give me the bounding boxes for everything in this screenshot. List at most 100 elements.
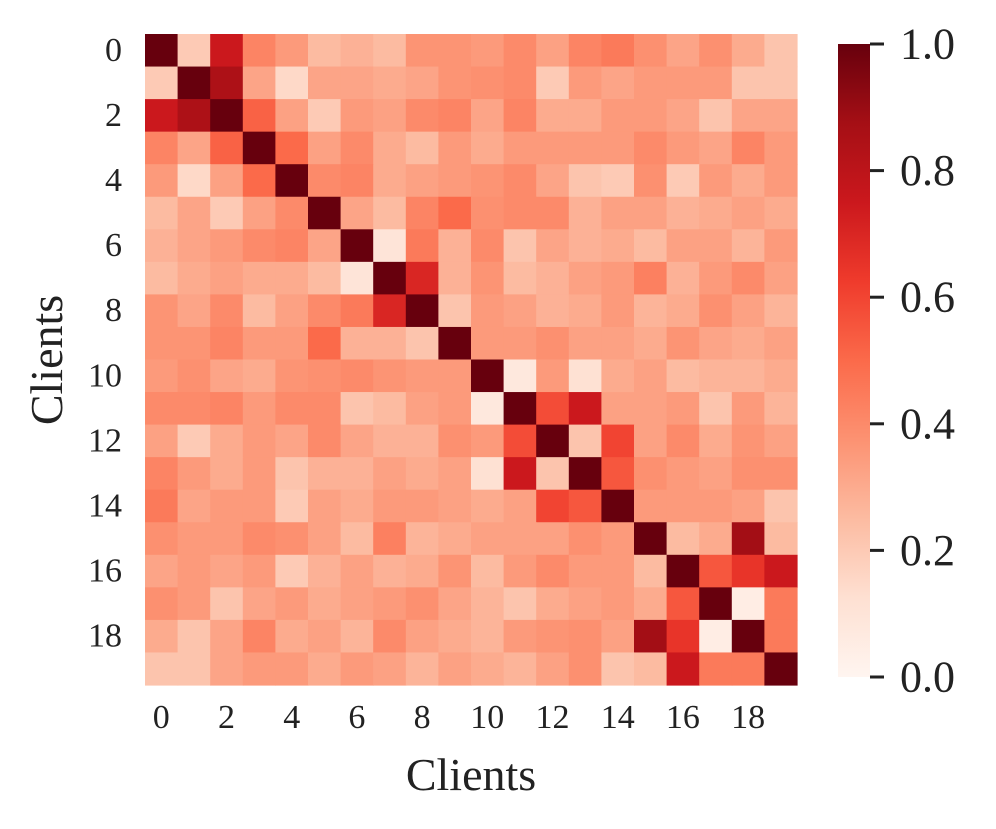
- heatmap-cell: [177, 554, 211, 588]
- heatmap-cell: [731, 294, 765, 328]
- heatmap-cell: [568, 294, 602, 328]
- heatmap-cell: [699, 294, 733, 328]
- heatmap-cell: [405, 359, 439, 393]
- heatmap-cell: [275, 294, 309, 328]
- heatmap-cell: [210, 392, 244, 426]
- heatmap-cell: [666, 554, 700, 588]
- heatmap-cell: [145, 652, 179, 686]
- heatmap-cell: [503, 619, 537, 654]
- heatmap-cell: [764, 522, 798, 556]
- heatmap-cell: [666, 261, 700, 295]
- heatmap-cell: [536, 457, 570, 491]
- heatmap-cell: [699, 554, 733, 588]
- colorbar-tick-label: 1.0: [900, 20, 955, 69]
- x-tick-labels: 0 2 4 6 8 10 12 14 16 18: [153, 699, 765, 736]
- heatmap-cell: [601, 34, 635, 68]
- heatmap-cell: [210, 196, 244, 230]
- heatmap-cell: [145, 229, 179, 263]
- heatmap-cell: [340, 326, 374, 361]
- heatmap-cell: [373, 326, 407, 361]
- x-tick-label: 8: [414, 699, 431, 736]
- heatmap-cell: [731, 66, 765, 100]
- heatmap-cell: [634, 294, 668, 328]
- heatmap-cell: [275, 522, 309, 556]
- colorbar-tick-label: 0.2: [900, 526, 955, 575]
- heatmap-cell: [210, 359, 244, 393]
- heatmap-cell: [373, 554, 407, 588]
- heatmap-cell: [177, 457, 211, 491]
- heatmap-cell: [438, 196, 472, 230]
- heatmap-cell: [340, 652, 374, 686]
- heatmap-cell: [405, 392, 439, 426]
- heatmap-cell: [699, 392, 733, 426]
- heatmap-cell: [601, 587, 635, 621]
- heatmap-cell: [503, 261, 537, 295]
- heatmap-cell: [536, 34, 570, 68]
- heatmap-cell: [177, 489, 211, 523]
- heatmap-cell: [405, 424, 439, 458]
- heatmap-cell: [242, 294, 276, 328]
- heatmap-cell: [634, 457, 668, 491]
- heatmap-cell: [340, 392, 374, 426]
- heatmap-cell: [699, 99, 733, 133]
- heatmap-cell: [177, 392, 211, 426]
- heatmap-cell: [373, 261, 407, 295]
- heatmap-cell: [177, 164, 211, 198]
- heatmap-cell: [242, 99, 276, 133]
- colorbar-tick-label: 0.8: [900, 146, 955, 195]
- heatmap-cell: [145, 522, 179, 556]
- heatmap-cell: [471, 326, 505, 361]
- heatmap-cell: [405, 619, 439, 654]
- heatmap-cell: [634, 522, 668, 556]
- heatmap-cell: [145, 66, 179, 100]
- heatmap-cell: [731, 652, 765, 686]
- heatmap-cell: [438, 652, 472, 686]
- heatmap-cell: [699, 359, 733, 393]
- heatmap-cell: [373, 652, 407, 686]
- y-tick-label: 16: [88, 553, 122, 590]
- heatmap-cell: [405, 652, 439, 686]
- heatmap-cell: [308, 457, 342, 491]
- heatmap-cell: [634, 359, 668, 393]
- heatmap-cell: [634, 489, 668, 523]
- heatmap-cell: [275, 196, 309, 230]
- heatmap-cell: [634, 554, 668, 588]
- heatmap-cell: [177, 294, 211, 328]
- heatmap-cell: [471, 99, 505, 133]
- heatmap-cell: [699, 489, 733, 523]
- heatmap-cell: [731, 392, 765, 426]
- x-tick-label: 16: [666, 699, 700, 736]
- heatmap-cell: [764, 261, 798, 295]
- heatmap-cell: [666, 587, 700, 621]
- heatmap-cell: [340, 164, 374, 198]
- heatmap-cell: [471, 229, 505, 263]
- heatmap-cell: [438, 424, 472, 458]
- heatmap-cell: [601, 164, 635, 198]
- heatmap-cell: [145, 131, 179, 165]
- heatmap-cell: [699, 587, 733, 621]
- heatmap-cell: [699, 229, 733, 263]
- heatmap-cell: [666, 619, 700, 654]
- heatmap-cell: [405, 294, 439, 328]
- heatmap-cell: [405, 457, 439, 491]
- heatmap-cell: [242, 164, 276, 198]
- heatmap-cell: [471, 196, 505, 230]
- heatmap-cell: [634, 164, 668, 198]
- heatmap-cell: [242, 359, 276, 393]
- heatmap-cell: [275, 489, 309, 523]
- heatmap-cell: [275, 131, 309, 165]
- heatmap-cell: [145, 424, 179, 458]
- heatmap-cell: [340, 229, 374, 263]
- heatmap-cell: [438, 587, 472, 621]
- heatmap-cell: [568, 66, 602, 100]
- heatmap-cell: [601, 619, 635, 654]
- heatmap-cell: [210, 587, 244, 621]
- heatmap-cell: [438, 359, 472, 393]
- heatmap-cell: [438, 99, 472, 133]
- heatmap-cell: [242, 457, 276, 491]
- heatmap-cell: [764, 489, 798, 523]
- heatmap-cell: [731, 522, 765, 556]
- heatmap-cell: [503, 457, 537, 491]
- heatmap-cell: [275, 554, 309, 588]
- heatmap-cell: [471, 457, 505, 491]
